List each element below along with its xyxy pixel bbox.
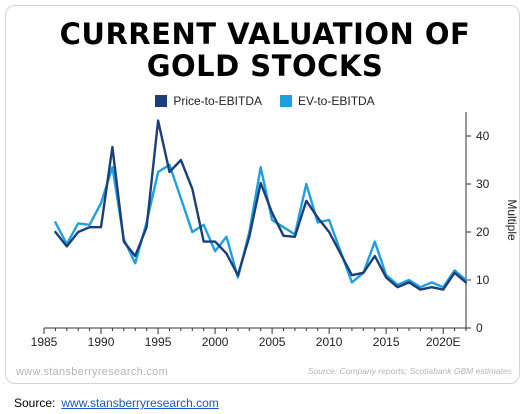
x-tick-label: 2015 (373, 335, 400, 349)
legend-swatch-ev-to-ebitda (280, 95, 292, 107)
y-tick-label: 0 (476, 321, 483, 335)
legend-label-price-to-ebitda: Price-to-EBITDA (173, 94, 262, 108)
y-axis-label: Multiple (505, 199, 519, 241)
chart-title-line-1: CURRENT VALUATION OF (59, 17, 471, 51)
chart-title: CURRENT VALUATION OF GOLD STOCKS (0, 18, 530, 82)
source-label: Source: (14, 396, 56, 410)
x-tick-label: 2010 (316, 335, 343, 349)
x-tick-label: 1990 (88, 335, 115, 349)
chart-title-line-2: GOLD STOCKS (146, 49, 384, 83)
y-tick-label: 30 (476, 177, 490, 191)
x-tick-label: 2000 (202, 335, 229, 349)
x-tick-label: 1985 (31, 335, 58, 349)
legend-label-ev-to-ebitda: EV-to-EBITDA (298, 94, 375, 108)
watermark: www.stansberryresearch.com (16, 366, 169, 378)
source-link[interactable]: www.stansberryresearch.com (61, 396, 219, 410)
legend-item-ev-to-ebitda: EV-to-EBITDA (280, 94, 375, 108)
chart-frame (5, 5, 520, 384)
x-tick-label: 2005 (259, 335, 286, 349)
series-line-price-to-ebitda (54, 119, 468, 291)
y-tick-label: 40 (476, 129, 490, 143)
source-note: Source: Company reports; Scotiabank GBM … (307, 366, 512, 376)
y-tick-label: 10 (476, 273, 490, 287)
x-tick-label: 1995 (145, 335, 172, 349)
y-tick-label: 20 (476, 225, 490, 239)
legend-item-price-to-ebitda: Price-to-EBITDA (155, 94, 262, 108)
source-line: Source: www.stansberryresearch.com (14, 396, 219, 410)
x-tick-label: 2020E (426, 335, 461, 349)
legend-swatch-price-to-ebitda (155, 95, 168, 107)
legend: Price-to-EBITDA EV-to-EBITDA (0, 94, 530, 108)
